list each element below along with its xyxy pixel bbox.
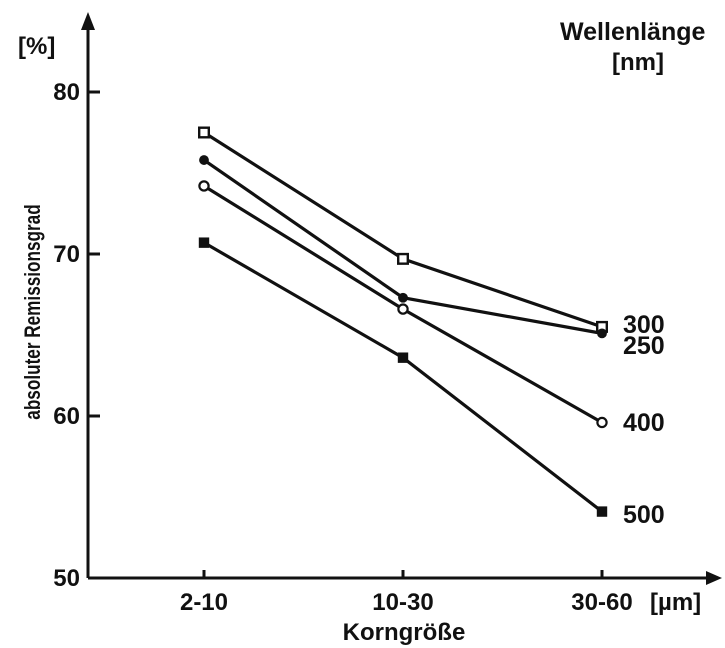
y-tick-label: 80 bbox=[53, 79, 80, 106]
data-point bbox=[596, 416, 608, 429]
series-300: 300 bbox=[197, 126, 665, 339]
series-label: 250 bbox=[623, 332, 665, 360]
x-tick-label: 30-60 bbox=[571, 589, 632, 616]
data-point bbox=[597, 328, 607, 339]
data-point bbox=[596, 506, 608, 517]
series-label: 400 bbox=[623, 409, 665, 437]
data-point bbox=[397, 352, 409, 363]
x-axis-unit: [µm] bbox=[650, 589, 701, 616]
y-tick-label: 70 bbox=[53, 241, 80, 268]
x-tick-label: 2-10 bbox=[180, 589, 228, 616]
data-point bbox=[398, 292, 408, 303]
x-tick-label: 10-30 bbox=[372, 589, 433, 616]
data-point bbox=[199, 155, 209, 165]
y-tick-label: 50 bbox=[53, 565, 80, 592]
data-point bbox=[198, 180, 210, 192]
legend-unit: [nm] bbox=[612, 49, 664, 76]
series-400: 400 bbox=[198, 180, 665, 437]
series-250: 250 bbox=[199, 155, 665, 360]
x-axis-arrowhead bbox=[706, 571, 722, 585]
series-label: 300 bbox=[623, 311, 665, 339]
legend-title: Wellenlänge bbox=[560, 18, 706, 46]
y-axis-title: absoluter Remissionsgrad bbox=[21, 204, 46, 419]
data-point bbox=[397, 303, 409, 315]
series-label: 500 bbox=[623, 501, 665, 529]
y-tick-label: 60 bbox=[53, 403, 80, 430]
y-ticks: 50 60 70 80 bbox=[53, 79, 100, 592]
data-point bbox=[198, 237, 210, 248]
x-ticks: 2-10 10-30 30-60 bbox=[180, 570, 633, 616]
x-axis-title: Korngröße bbox=[343, 619, 466, 646]
data-point bbox=[397, 252, 410, 265]
axes bbox=[81, 12, 722, 585]
data-point bbox=[197, 126, 210, 139]
y-axis-unit: [%] bbox=[18, 33, 55, 60]
series-500: 500 bbox=[198, 237, 665, 529]
y-axis-arrowhead bbox=[81, 12, 95, 30]
series-line bbox=[203, 241, 603, 513]
